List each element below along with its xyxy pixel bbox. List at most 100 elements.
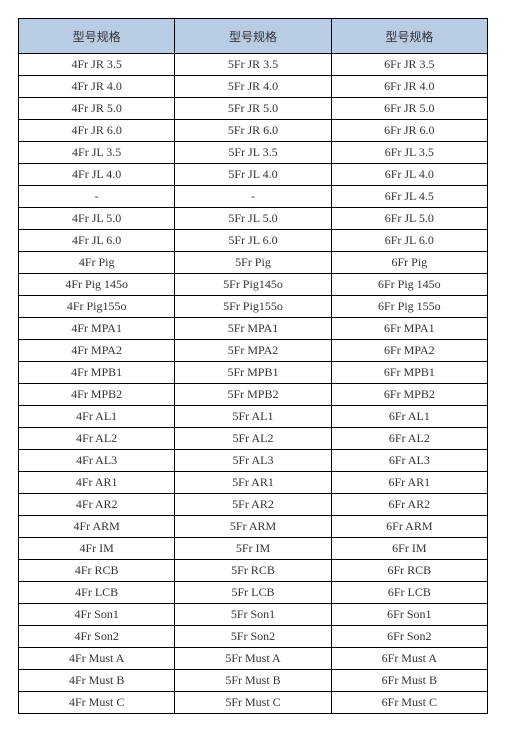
table-cell: 4Fr AL3 bbox=[19, 450, 175, 472]
table-cell: 5Fr AL1 bbox=[175, 406, 331, 428]
table-row: 4Fr Pig155o5Fr Pig155o6Fr Pig 155o bbox=[19, 296, 488, 318]
table-cell: 4Fr JR 5.0 bbox=[19, 98, 175, 120]
table-cell: 4Fr ARM bbox=[19, 516, 175, 538]
table-row: 4Fr JL 6.05Fr JL 6.06Fr JL 6.0 bbox=[19, 230, 488, 252]
table-row: 4Fr JR 3.55Fr JR 3.56Fr JR 3.5 bbox=[19, 54, 488, 76]
table-head: 型号规格 型号规格 型号规格 bbox=[19, 19, 488, 54]
table-cell: 4Fr AR2 bbox=[19, 494, 175, 516]
table-cell: 5Fr MPB1 bbox=[175, 362, 331, 384]
table-cell: 4Fr Son1 bbox=[19, 604, 175, 626]
table-cell: - bbox=[175, 186, 331, 208]
table-cell: 5Fr JR 4.0 bbox=[175, 76, 331, 98]
table-cell: 6Fr MPA2 bbox=[331, 340, 487, 362]
table-row: --6Fr JL 4.5 bbox=[19, 186, 488, 208]
table-cell: 6Fr Pig 155o bbox=[331, 296, 487, 318]
table-row: 4Fr Must B5Fr Must B6Fr Must B bbox=[19, 670, 488, 692]
table-cell: 5Fr JR 3.5 bbox=[175, 54, 331, 76]
table-cell: 4Fr JR 6.0 bbox=[19, 120, 175, 142]
table-cell: 6Fr Must A bbox=[331, 648, 487, 670]
table-cell: 6Fr RCB bbox=[331, 560, 487, 582]
table-cell: 4Fr JL 6.0 bbox=[19, 230, 175, 252]
table-row: 4Fr AL35Fr AL36Fr AL3 bbox=[19, 450, 488, 472]
table-cell: - bbox=[19, 186, 175, 208]
table-cell: 5Fr AL2 bbox=[175, 428, 331, 450]
table-cell: 6Fr AL1 bbox=[331, 406, 487, 428]
table-cell: 4Fr JL 3.5 bbox=[19, 142, 175, 164]
table-cell: 6Fr JL 3.5 bbox=[331, 142, 487, 164]
table-cell: 4Fr AL2 bbox=[19, 428, 175, 450]
table-row: 4Fr JL 5.05Fr JL 5.06Fr JL 5.0 bbox=[19, 208, 488, 230]
table-cell: 5Fr Son1 bbox=[175, 604, 331, 626]
table-cell: 5Fr JR 5.0 bbox=[175, 98, 331, 120]
table-cell: 4Fr MPB2 bbox=[19, 384, 175, 406]
col-header-1: 型号规格 bbox=[175, 19, 331, 54]
table-row: 4Fr JL 3.55Fr JL 3.56Fr JL 3.5 bbox=[19, 142, 488, 164]
table-cell: 6Fr IM bbox=[331, 538, 487, 560]
table-header-row: 型号规格 型号规格 型号规格 bbox=[19, 19, 488, 54]
col-header-0: 型号规格 bbox=[19, 19, 175, 54]
table-cell: 6Fr LCB bbox=[331, 582, 487, 604]
table-row: 4Fr JL 4.05Fr JL 4.06Fr JL 4.0 bbox=[19, 164, 488, 186]
table-row: 4Fr IM5Fr IM6Fr IM bbox=[19, 538, 488, 560]
table-cell: 5Fr Must C bbox=[175, 692, 331, 714]
table-cell: 6Fr JR 4.0 bbox=[331, 76, 487, 98]
table-cell: 4Fr JR 3.5 bbox=[19, 54, 175, 76]
table-cell: 6Fr Pig 145o bbox=[331, 274, 487, 296]
table-cell: 5Fr JL 6.0 bbox=[175, 230, 331, 252]
table-cell: 5Fr Pig bbox=[175, 252, 331, 274]
table-cell: 4Fr JL 5.0 bbox=[19, 208, 175, 230]
table-cell: 5Fr Pig155o bbox=[175, 296, 331, 318]
table-row: 4Fr AR25Fr AR26Fr AR2 bbox=[19, 494, 488, 516]
table-row: 4Fr RCB5Fr RCB6Fr RCB bbox=[19, 560, 488, 582]
table-cell: 6Fr AR2 bbox=[331, 494, 487, 516]
table-cell: 5Fr Son2 bbox=[175, 626, 331, 648]
table-row: 4Fr MPA15Fr MPA16Fr MPA1 bbox=[19, 318, 488, 340]
table-cell: 5Fr JR 6.0 bbox=[175, 120, 331, 142]
table-cell: 5Fr ARM bbox=[175, 516, 331, 538]
spec-table: 型号规格 型号规格 型号规格 4Fr JR 3.55Fr JR 3.56Fr J… bbox=[18, 18, 488, 714]
table-cell: 4Fr Pig155o bbox=[19, 296, 175, 318]
table-cell: 6Fr MPB1 bbox=[331, 362, 487, 384]
table-cell: 5Fr Must B bbox=[175, 670, 331, 692]
table-cell: 4Fr MPB1 bbox=[19, 362, 175, 384]
table-cell: 4Fr RCB bbox=[19, 560, 175, 582]
table-row: 4Fr MPB15Fr MPB16Fr MPB1 bbox=[19, 362, 488, 384]
table-cell: 5Fr AR2 bbox=[175, 494, 331, 516]
table-cell: 5Fr RCB bbox=[175, 560, 331, 582]
table-cell: 5Fr AL3 bbox=[175, 450, 331, 472]
table-cell: 4Fr Pig 145o bbox=[19, 274, 175, 296]
table-body: 4Fr JR 3.55Fr JR 3.56Fr JR 3.54Fr JR 4.0… bbox=[19, 54, 488, 714]
table-cell: 5Fr LCB bbox=[175, 582, 331, 604]
table-row: 4Fr MPA25Fr MPA26Fr MPA2 bbox=[19, 340, 488, 362]
table-cell: 6Fr JL 6.0 bbox=[331, 230, 487, 252]
col-header-2: 型号规格 bbox=[331, 19, 487, 54]
table-cell: 6Fr Son1 bbox=[331, 604, 487, 626]
table-cell: 5Fr MPB2 bbox=[175, 384, 331, 406]
table-row: 4Fr Son15Fr Son16Fr Son1 bbox=[19, 604, 488, 626]
table-cell: 6Fr JR 5.0 bbox=[331, 98, 487, 120]
table-cell: 5Fr JL 3.5 bbox=[175, 142, 331, 164]
table-cell: 6Fr MPA1 bbox=[331, 318, 487, 340]
table-cell: 4Fr Must B bbox=[19, 670, 175, 692]
table-cell: 6Fr Must C bbox=[331, 692, 487, 714]
table-cell: 5Fr AR1 bbox=[175, 472, 331, 494]
table-row: 4Fr AL25Fr AL26Fr AL2 bbox=[19, 428, 488, 450]
table-cell: 4Fr LCB bbox=[19, 582, 175, 604]
table-row: 4Fr AL15Fr AL16Fr AL1 bbox=[19, 406, 488, 428]
table-cell: 6Fr JL 4.0 bbox=[331, 164, 487, 186]
table-cell: 5Fr JL 5.0 bbox=[175, 208, 331, 230]
table-cell: 5Fr IM bbox=[175, 538, 331, 560]
table-cell: 5Fr MPA2 bbox=[175, 340, 331, 362]
table-cell: 6Fr AL3 bbox=[331, 450, 487, 472]
table-cell: 6Fr JR 3.5 bbox=[331, 54, 487, 76]
table-cell: 6Fr JL 5.0 bbox=[331, 208, 487, 230]
table-cell: 4Fr MPA1 bbox=[19, 318, 175, 340]
table-row: 4Fr JR 4.05Fr JR 4.06Fr JR 4.0 bbox=[19, 76, 488, 98]
table-cell: 6Fr Pig bbox=[331, 252, 487, 274]
table-row: 4Fr MPB25Fr MPB26Fr MPB2 bbox=[19, 384, 488, 406]
table-row: 4Fr LCB5Fr LCB6Fr LCB bbox=[19, 582, 488, 604]
table-cell: 5Fr JL 4.0 bbox=[175, 164, 331, 186]
table-row: 4Fr AR15Fr AR16Fr AR1 bbox=[19, 472, 488, 494]
table-row: 4Fr Pig5Fr Pig6Fr Pig bbox=[19, 252, 488, 274]
table-cell: 6Fr JR 6.0 bbox=[331, 120, 487, 142]
